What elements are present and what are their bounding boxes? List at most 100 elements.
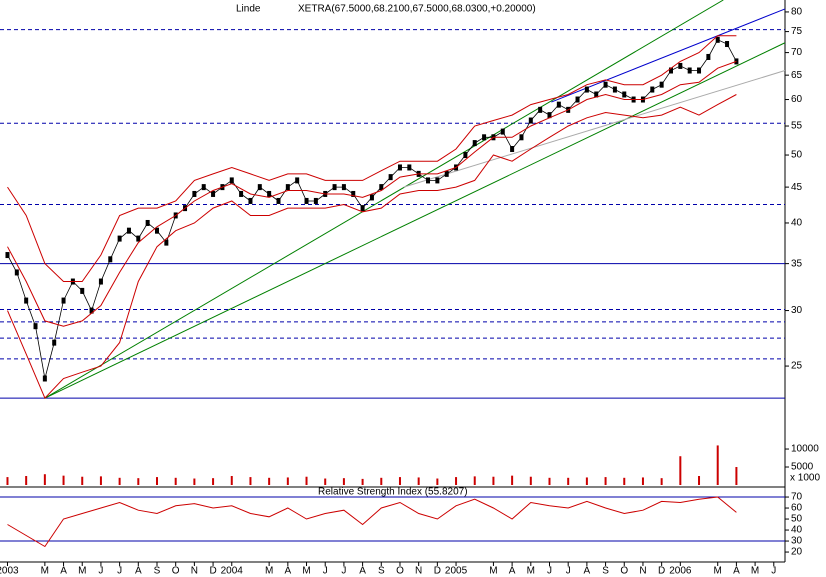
price-mark [584, 86, 589, 93]
y-tick-label: 70 [791, 47, 803, 58]
x-tick-label: A [60, 566, 67, 577]
volume-bar [436, 478, 439, 485]
price-mark [80, 287, 85, 294]
x-tick-label: J [547, 566, 552, 577]
price-mark [687, 67, 692, 74]
price-mark [351, 190, 356, 197]
price-mark [482, 134, 487, 141]
price-mark [668, 67, 673, 74]
price-mark [519, 134, 524, 141]
price-mark [725, 41, 730, 48]
chart-subtitle: XETRA(67.5000,68.2100,67.5000,68.0300,+0… [298, 4, 536, 15]
price-mark [304, 197, 309, 204]
volume-bar [174, 477, 177, 485]
price-mark [267, 190, 272, 197]
price-mark [155, 227, 159, 234]
x-tick-label: J [566, 566, 571, 577]
y-tick-label: 65 [791, 70, 803, 81]
price-mark [201, 184, 206, 191]
price-mark [397, 164, 402, 171]
price-mark [547, 112, 552, 119]
y-tick-label: 45 [791, 182, 803, 193]
price-mark [407, 164, 412, 171]
volume-bar [6, 477, 9, 485]
x-tick-label: M [78, 566, 86, 577]
volume-bar [324, 478, 327, 485]
series-line [7, 496, 737, 548]
x-tick-label: 2005 [445, 566, 468, 577]
price-mark [285, 184, 290, 191]
price-mark [528, 117, 533, 124]
series-line [7, 94, 737, 399]
price-mark [500, 128, 505, 135]
trend-line [44, 42, 786, 399]
volume-bar [212, 478, 215, 485]
volume-bar [305, 476, 308, 485]
x-tick-label: D [658, 566, 665, 577]
trend-line [44, 0, 724, 399]
y-tick-label: 75 [791, 26, 803, 37]
y-tick-label: 50 [791, 150, 803, 161]
x-tick-label: N [191, 566, 198, 577]
price-mark [463, 152, 468, 159]
price-mark [33, 323, 38, 330]
volume-bar [268, 477, 271, 485]
volume-bar [380, 477, 383, 485]
price-mark [89, 307, 94, 314]
x-tick-label: M [714, 566, 722, 577]
x-tick-label: A [284, 566, 291, 577]
y-tick-label: 5000 [791, 462, 814, 473]
price-mark [164, 239, 169, 246]
y-tick-label: 60 [791, 94, 803, 105]
x-tick-label: N [415, 566, 422, 577]
price-mark [229, 177, 234, 184]
price-mark [313, 197, 318, 204]
price-mark [556, 101, 561, 108]
volume-bar [361, 478, 364, 485]
x-tick-label: D [209, 566, 216, 577]
y-unit-label: x 1000 [790, 473, 820, 484]
x-tick-label: A [135, 566, 142, 577]
price-mark [341, 184, 346, 191]
price-mark [136, 235, 141, 242]
volume-bar [156, 477, 158, 485]
x-tick-label: M [302, 566, 310, 577]
x-tick-label: J [98, 566, 103, 577]
x-tick-label: M [265, 566, 273, 577]
price-mark [248, 197, 253, 204]
volume-bar [118, 477, 121, 485]
x-tick-label: J [341, 566, 346, 577]
price-mark [239, 190, 244, 197]
volume-bar [585, 477, 588, 485]
y-tick-label: 40 [791, 525, 803, 536]
volume-bar [604, 477, 607, 485]
price-mark [603, 81, 608, 88]
y-tick-label: 20 [791, 547, 803, 558]
y-tick-label: 30 [791, 536, 803, 547]
price-mark [538, 106, 543, 113]
price-mark [659, 81, 664, 88]
y-tick-label: 70 [791, 492, 803, 503]
volume-bar [698, 476, 701, 485]
price-mark [24, 297, 29, 304]
price-mark [42, 375, 47, 382]
volume-bar [455, 477, 458, 485]
price-mark [145, 219, 150, 226]
x-tick-label: S [378, 566, 385, 577]
price-mark [14, 269, 19, 276]
volume-bar [99, 476, 102, 485]
x-tick-label: A [584, 566, 591, 577]
x-tick-label: J [323, 566, 328, 577]
volume-bar [511, 475, 514, 485]
volume-bar [660, 478, 663, 485]
volume-bar [398, 477, 401, 485]
volume-bar [137, 478, 140, 485]
volume-bar [679, 456, 682, 485]
x-tick-label: 2003 [0, 566, 19, 577]
price-mark [126, 227, 131, 234]
x-tick-label: O [620, 566, 628, 577]
price-mark [594, 91, 599, 98]
y-tick-label: 40 [791, 218, 803, 229]
x-tick-label: M [41, 566, 49, 577]
trend-line [403, 70, 786, 188]
